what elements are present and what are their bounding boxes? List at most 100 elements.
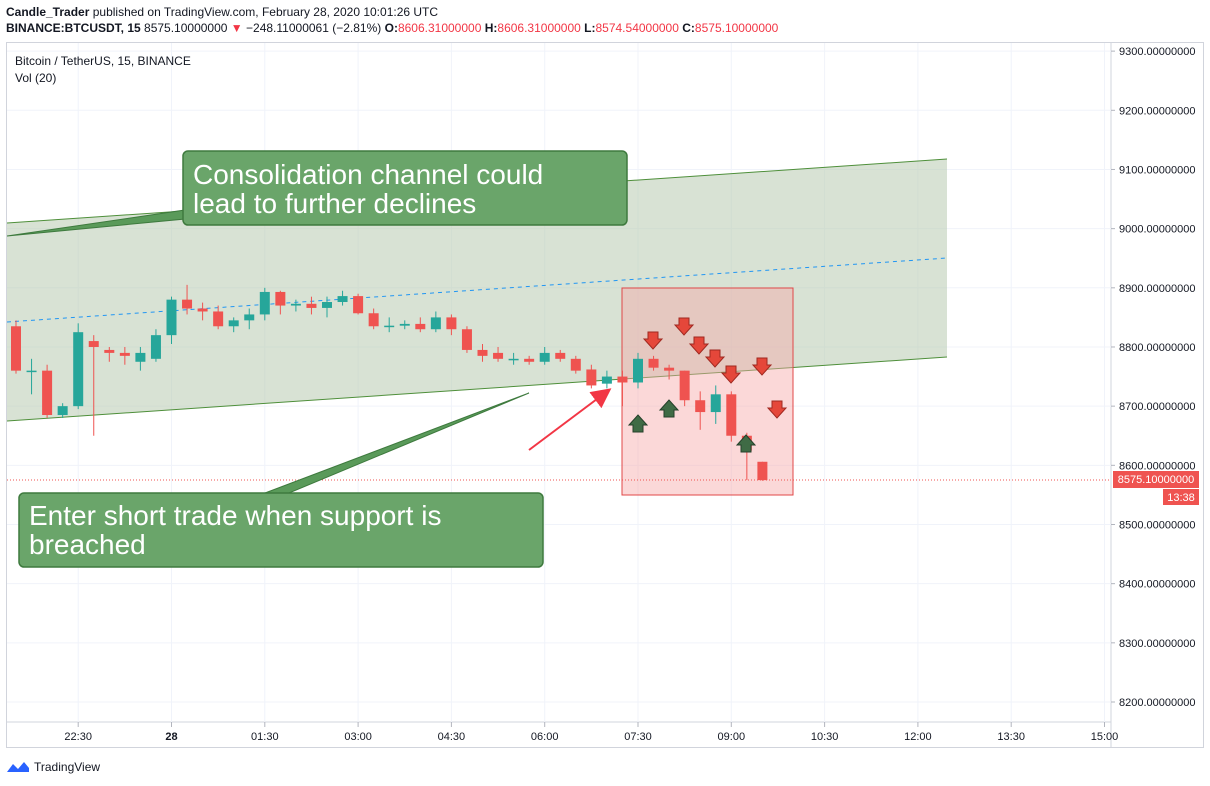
last-price-tag-text: 8575.10000000 xyxy=(1118,474,1194,486)
candle-body xyxy=(259,291,270,315)
price-tick-label: 9000.00000000 xyxy=(1119,224,1195,236)
callout-bottom-line-2: breached xyxy=(29,529,146,560)
footer-brand[interactable]: TradingView xyxy=(34,760,101,774)
candle-body xyxy=(57,406,68,416)
countdown-tag xyxy=(1163,489,1199,505)
chart-frame: 9300.00000000 9200.00000000 9100.00000000 9… xyxy=(6,42,1204,748)
candle-body xyxy=(493,352,504,359)
candle-body xyxy=(477,349,488,356)
close-label: C: xyxy=(682,21,695,35)
candle-body xyxy=(182,299,193,309)
candle-body xyxy=(586,369,597,386)
chart-canvas[interactable]: 9300.00000000 9200.00000000 9100.00000000 9… xyxy=(6,43,1203,747)
time-axis[interactable]: 22:30 28 01:30 03:00 04:30 06:00 07:30 09:00 10:… xyxy=(64,722,1118,743)
price-tick-label: 8400.00000000 xyxy=(1119,579,1195,591)
candle-body xyxy=(601,376,612,384)
legend-title[interactable]: Bitcoin / TetherUS, 15, BINANCE xyxy=(15,54,191,68)
candle-body xyxy=(399,323,410,326)
candle-body xyxy=(757,461,768,481)
time-tick-label: 06:00 xyxy=(531,731,559,743)
price-tick-label: 8900.00000000 xyxy=(1119,283,1195,295)
breakdown-zone[interactable] xyxy=(621,287,794,496)
time-tick-label: 07:30 xyxy=(624,731,652,743)
ohlc-line: BINANCE:BTCUSDT, 15 8575.10000000 ▼ −248… xyxy=(6,20,778,36)
candle-body xyxy=(461,329,472,350)
candle-body xyxy=(275,291,286,306)
channel-lower-line[interactable] xyxy=(6,356,948,422)
candle-body xyxy=(73,332,84,407)
candle-body xyxy=(508,358,519,361)
candle-body xyxy=(42,370,53,416)
candle-body xyxy=(648,358,659,368)
low-label: L: xyxy=(584,21,596,35)
time-tick-label: 04:30 xyxy=(438,731,466,743)
candle-body xyxy=(197,308,208,312)
price-tick-label: 8700.00000000 xyxy=(1119,401,1195,413)
candle-body xyxy=(524,358,535,362)
candle-body xyxy=(290,303,301,306)
price-tick-label: 8300.00000000 xyxy=(1119,638,1195,650)
candle-body xyxy=(213,311,224,327)
candle-body xyxy=(617,376,628,383)
candle-body xyxy=(726,394,737,436)
channel-median-line[interactable] xyxy=(6,257,948,323)
down-arrow-icon xyxy=(720,365,742,384)
time-tick-label: 10:30 xyxy=(811,731,839,743)
time-tick-label: 22:30 xyxy=(64,731,92,743)
price-axis[interactable]: 9300.00000000 9200.00000000 9100.00000000 9… xyxy=(1111,46,1195,709)
candle-body xyxy=(322,302,332,308)
price-tick-label: 8200.00000000 xyxy=(1119,697,1195,709)
low-value: 8574.54000000 xyxy=(595,21,679,35)
candle-body xyxy=(11,326,21,371)
open-value: 8606.31000000 xyxy=(397,21,482,35)
candles xyxy=(11,284,768,481)
candle-body xyxy=(306,303,317,308)
time-tick-label: 28 xyxy=(165,731,177,743)
legend-volume[interactable]: Vol (20) xyxy=(15,71,56,85)
publish-info: published on TradingView.com, February 2… xyxy=(92,5,439,19)
candle-body xyxy=(695,400,706,413)
price-tick-label: 9200.00000000 xyxy=(1119,105,1195,117)
candle-body xyxy=(244,314,255,321)
callout-consolidation[interactable]: Consolidation channel could lead to furt… xyxy=(6,150,628,237)
last-price-tag xyxy=(1113,471,1199,488)
down-arrow-icon xyxy=(704,349,726,368)
callout-short-trade[interactable]: Enter short trade when support is breach… xyxy=(18,392,544,568)
candle-body xyxy=(664,367,675,371)
candle-body xyxy=(539,352,550,362)
up-arrow-icon xyxy=(735,434,757,453)
time-tick-label: 15:00 xyxy=(1091,731,1119,743)
footer: TradingView xyxy=(6,760,100,774)
publish-line: Candle_Trader published on TradingView.c… xyxy=(6,4,778,20)
candle-body xyxy=(570,358,581,371)
candle-body xyxy=(633,358,643,383)
close-value: 8575.10000000 xyxy=(694,21,779,35)
candle-body xyxy=(446,317,457,330)
change-value: −248.11000061 (−2.81%) xyxy=(246,21,382,35)
high-label: H: xyxy=(484,21,498,35)
time-tick-label: 13:30 xyxy=(997,731,1025,743)
publisher-name[interactable]: Candle_Trader xyxy=(6,5,90,19)
candle-body xyxy=(337,296,348,303)
candle-body xyxy=(415,323,426,330)
candle-body xyxy=(104,349,115,353)
price-tick-label: 9300.00000000 xyxy=(1119,46,1195,58)
candle-body xyxy=(228,320,239,327)
callout-top-line-2: lead to further declines xyxy=(193,188,476,219)
candle-body xyxy=(710,394,721,413)
high-value: 8606.31000000 xyxy=(497,21,581,35)
down-triangle-icon: ▼ xyxy=(230,21,243,35)
time-tick-label: 01:30 xyxy=(251,731,279,743)
time-tick-label: 09:00 xyxy=(718,731,746,743)
candle-body xyxy=(119,352,130,356)
candle-body xyxy=(430,317,441,330)
candle-body xyxy=(166,299,177,336)
candle-body xyxy=(384,325,395,328)
countdown-text: 13:38 xyxy=(1167,492,1195,504)
candle-body xyxy=(135,352,146,362)
callout-bottom-line-1: Enter short trade when support is xyxy=(29,500,441,531)
down-arrow-icon xyxy=(642,331,664,350)
candle-body xyxy=(88,341,99,347)
tradingview-logo-icon xyxy=(7,762,29,772)
price-tick-label: 8600.00000000 xyxy=(1119,460,1195,472)
